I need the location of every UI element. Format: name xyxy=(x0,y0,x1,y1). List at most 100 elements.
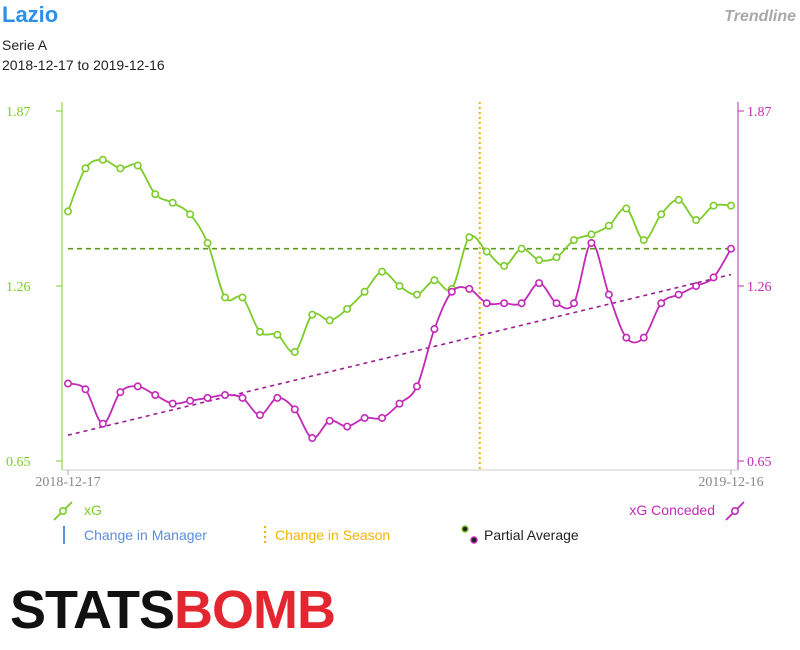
xg-conceded-point xyxy=(517,299,526,308)
legend-season-label: Change in Season xyxy=(275,527,390,543)
xg-point xyxy=(465,233,474,242)
xg-point xyxy=(430,276,439,285)
xg-conceded-point xyxy=(343,422,352,431)
xg-conceded-point xyxy=(412,382,421,391)
xg-point xyxy=(133,161,142,170)
xg-point xyxy=(587,230,596,239)
legend-conceded-marker xyxy=(730,506,739,515)
xg-point xyxy=(674,195,683,204)
xg-point xyxy=(290,347,299,356)
legend-manager-label: Change in Manager xyxy=(84,527,207,543)
xg-point xyxy=(604,221,613,230)
xg-conceded-point xyxy=(273,393,282,402)
xg-conceded-point xyxy=(622,333,631,342)
xg-line xyxy=(67,158,732,354)
logo-part-bomb: BOMB xyxy=(174,580,336,640)
xg-conceded-point xyxy=(692,281,701,290)
xg-conceded-point xyxy=(221,391,230,400)
xg-conceded-point xyxy=(98,419,107,428)
logo-part-stats: STATS xyxy=(10,580,175,640)
y-right-tick-label: 1.26 xyxy=(747,280,772,295)
xg-conceded-point xyxy=(64,379,73,388)
xg-point xyxy=(151,190,160,199)
xg-point xyxy=(412,290,421,299)
xg-conceded-point xyxy=(552,299,561,308)
xg-conceded-point xyxy=(238,393,247,402)
y-left-tick-label: 0.65 xyxy=(6,455,31,470)
xg-point xyxy=(343,304,352,313)
xg-point xyxy=(203,238,212,247)
chart-axes: 1.87 1.26 0.65 1.87 1.26 0.65 2018-12-17 2019-1… xyxy=(6,102,772,490)
xg-point xyxy=(552,253,561,262)
trend-layer xyxy=(67,273,732,436)
xg-point xyxy=(622,204,631,213)
xg-conceded-point xyxy=(535,279,544,288)
y-right-tick-label: 0.65 xyxy=(747,455,772,470)
xg-conceded-point xyxy=(81,385,90,394)
y-right-tick-label: 1.87 xyxy=(747,105,772,120)
xg-point xyxy=(360,287,369,296)
xg-conceded-trend-line xyxy=(67,273,732,436)
xg-point xyxy=(726,201,735,210)
xg-conceded-point xyxy=(290,405,299,414)
xg-conceded-point xyxy=(308,434,317,443)
xg-conceded-point xyxy=(168,399,177,408)
legend-xg-label: xG xyxy=(84,502,102,518)
xg-point xyxy=(255,327,264,336)
y-left-tick-label: 1.26 xyxy=(6,280,31,295)
xg-point xyxy=(657,210,666,219)
xg-point xyxy=(378,267,387,276)
xg-point xyxy=(186,210,195,219)
xg-point xyxy=(639,236,648,245)
xg-conceded-point xyxy=(639,333,648,342)
xg-point xyxy=(221,293,230,302)
xg-conceded-line xyxy=(67,242,732,439)
xg-conceded-point xyxy=(151,391,160,400)
legend-conceded-label: xG Conceded xyxy=(629,502,715,518)
trendline-tag: Trendline xyxy=(724,8,796,25)
xg-point xyxy=(569,236,578,245)
xg-point xyxy=(64,207,73,216)
competition-label: Serie A xyxy=(2,37,48,53)
xg-point xyxy=(308,310,317,319)
xg-point xyxy=(517,244,526,253)
xg-point xyxy=(709,201,718,210)
xg-conceded-point xyxy=(587,238,596,247)
xg-conceded-point xyxy=(255,411,264,420)
xg-conceded-point xyxy=(657,299,666,308)
legend-partial-label: Partial Average xyxy=(484,527,579,543)
xg-conceded-point xyxy=(482,299,491,308)
xg-conceded-point xyxy=(500,299,509,308)
xg-conceded-point xyxy=(430,325,439,334)
series-layer xyxy=(64,155,735,443)
xg-point xyxy=(81,164,90,173)
xg-conceded-point xyxy=(726,244,735,253)
xg-point xyxy=(273,330,282,339)
xg-conceded-point xyxy=(709,273,718,282)
xg-point xyxy=(500,261,509,270)
xg-point xyxy=(535,256,544,265)
chart-legend: xG xG Conceded Change in Manager Change in … xyxy=(53,501,745,544)
xg-point xyxy=(116,164,125,173)
legend-partial-xg-dot xyxy=(461,525,469,533)
team-title: Lazio xyxy=(2,2,59,27)
xg-conceded-point xyxy=(674,290,683,299)
y-left-tick-label: 1.87 xyxy=(6,105,31,120)
legend-partial-conceded-dot xyxy=(470,536,478,544)
xg-point xyxy=(168,198,177,207)
xg-conceded-point xyxy=(378,413,387,422)
xg-conceded-point xyxy=(395,399,404,408)
xg-point xyxy=(325,316,334,325)
legend-xg-marker xyxy=(58,506,67,515)
xg-conceded-point xyxy=(604,290,613,299)
statsbomb-logo: STATSBOMB xyxy=(10,580,336,640)
xg-conceded-point xyxy=(116,388,125,397)
date-range-label: 2018-12-17 to 2019-12-16 xyxy=(2,57,165,73)
xg-conceded-point xyxy=(360,413,369,422)
xg-point xyxy=(395,281,404,290)
xg-point xyxy=(692,216,701,225)
xg-point xyxy=(482,247,491,256)
xg-conceded-point xyxy=(325,416,334,425)
xg-conceded-point xyxy=(186,396,195,405)
